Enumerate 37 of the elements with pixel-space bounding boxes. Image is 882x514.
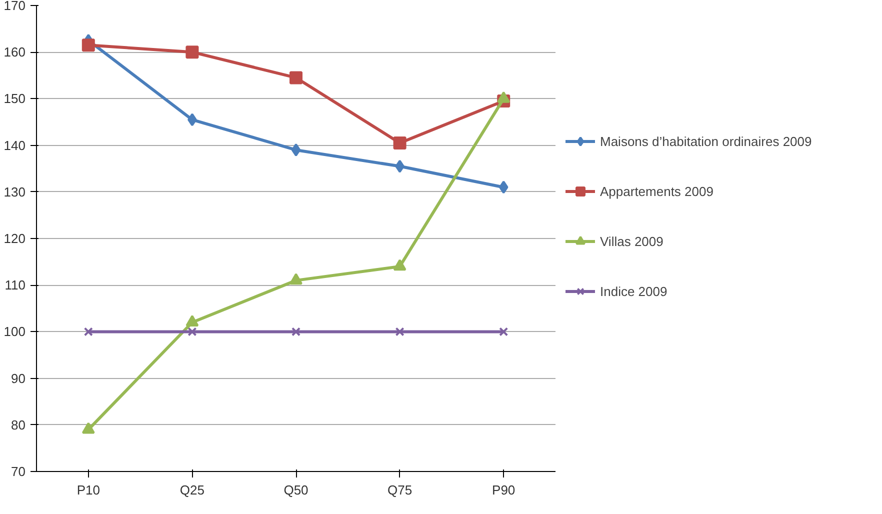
legend-label: Maisons d’habitation ordinaires 2009 <box>600 134 812 148</box>
x-tick-label: Q50 <box>284 482 308 498</box>
point <box>188 113 197 126</box>
point <box>499 327 508 336</box>
y-tick-label: 100 <box>4 324 26 340</box>
point <box>290 273 302 285</box>
point <box>393 259 406 271</box>
point <box>393 136 406 150</box>
y-tick-label: 130 <box>4 184 26 200</box>
point <box>498 180 508 194</box>
point <box>291 327 301 336</box>
x-tick-label: P10 <box>76 482 100 498</box>
point <box>186 46 199 59</box>
legend-label: Indice 2009 <box>600 284 668 298</box>
point <box>82 422 95 434</box>
y-tick-label: 170 <box>4 0 26 13</box>
x-tick-label: Q25 <box>180 482 204 498</box>
point <box>290 71 302 84</box>
y-tick-label: 120 <box>4 231 26 246</box>
legend-label: Villas 2009 <box>600 234 664 248</box>
y-tick-label: 110 <box>4 278 26 293</box>
point <box>82 38 95 52</box>
y-tick-label: 160 <box>4 44 26 60</box>
point <box>395 160 404 173</box>
x-tick-label: P90 <box>492 482 516 498</box>
y-tick-label: 150 <box>4 91 26 106</box>
y-tick-label: 140 <box>4 138 26 153</box>
y-tick-label: 70 <box>11 464 26 479</box>
x-tick-label: Q75 <box>388 482 412 498</box>
point <box>84 327 93 336</box>
legend-label: Appartements 2009 <box>600 184 714 198</box>
point <box>188 327 197 336</box>
point <box>395 327 404 336</box>
point <box>186 315 199 327</box>
y-tick-label: 80 <box>11 417 26 432</box>
point <box>291 143 301 156</box>
y-tick-label: 90 <box>11 370 26 386</box>
